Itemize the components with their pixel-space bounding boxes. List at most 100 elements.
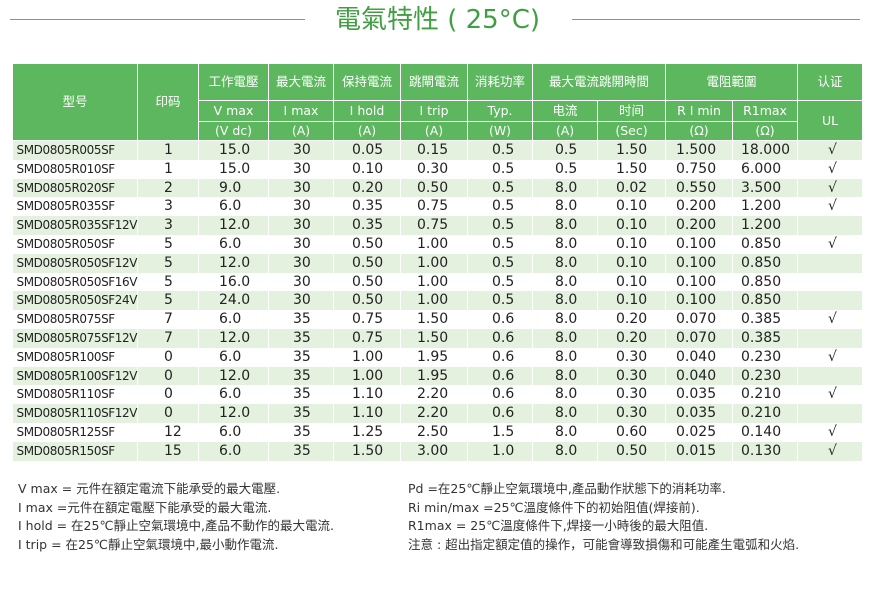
data-cell: 1.95 [400,366,468,386]
data-cell: 0.10 [597,291,667,311]
data-cell: 8.0 [532,234,598,254]
data-cell: 12.0 [198,366,269,386]
spec-table: 型号 印码 工作電壓 最大電流 保持電流 跳閘電流 消耗功率 最大電流跳開時間 … [12,63,864,461]
data-cell: 1.95 [400,347,468,367]
data-cell: 0.550 [665,178,734,198]
data-cell: 0.025 [665,422,734,442]
data-cell: 6.0 [198,441,269,461]
data-cell: 8.0 [532,328,598,348]
data-cell: 1.50 [333,441,401,461]
table-header: 型号 印码 工作電壓 最大電流 保持電流 跳閘電流 消耗功率 最大電流跳開時間 … [12,63,864,141]
data-cell: 0.6 [467,328,533,348]
header-cell: (Sec) [596,121,667,141]
table-row: SMD0805R050SF16V 5 16.0 30 0.50 1.00 0.5 8.0 0.1… [12,272,864,292]
notes: V max = 元件在額定電流下能承受的最大電壓. I max =元件在額定電壓下… [18,478,334,553]
header-cell: I max [268,100,334,122]
data-cell: 0.210 [732,404,799,423]
data-cell: √ [797,159,864,179]
data-cell: 0.200 [665,216,734,235]
title: 電氣特性 ( 25°C) [334,5,541,35]
header-cell: UL [797,100,864,141]
data-cell: 6.0 [198,385,269,405]
header-cell: (A) [532,121,598,141]
header-cell: Typ. [467,100,533,122]
data-cell: 0.30 [597,404,667,423]
data-cell: √ [797,422,864,442]
data-cell: 1.500 [665,140,734,160]
data-cell: 8.0 [532,216,598,235]
data-cell: 3 [137,216,199,235]
table-body: SMD0805R005SF 1 15.0 30 0.05 0.15 0.5 0.5 1.50 1.… [12,140,864,461]
table-row: SMD0805R075SF 7 6.0 35 0.75 1.50 0.6 8.0 0.20 0.0… [12,310,864,329]
note: I trip = 在25℃靜止空氣環境中,最小動作電流. [18,537,279,553]
data-cell: 0.30 [597,366,667,386]
data-cell: 6.0 [198,347,269,367]
data-cell: 0.385 [732,310,799,329]
data-cell: 2.50 [400,422,468,442]
data-cell: 9.0 [198,178,269,198]
data-cell: 8.0 [532,253,598,273]
header-cell: 電阻範圍 [665,63,799,101]
data-cell: 0.5 [467,253,533,273]
model-cell: SMD0805R075SF [12,310,138,329]
data-cell: 1.10 [333,385,401,405]
data-cell: 0.035 [665,385,734,405]
header-cell: 消耗功率 [467,63,533,101]
data-cell: 8.0 [532,272,598,292]
data-cell: 1.50 [597,140,667,160]
header-cell: (A) [268,121,334,141]
data-cell: 0.50 [597,441,667,461]
data-cell: 0.50 [333,234,401,254]
data-cell [797,272,864,292]
data-cell: 6.0 [198,422,269,442]
data-cell: 0.20 [597,328,667,348]
notes: Pd =在25℃靜止空氣環境中,產品動作狀態下的消耗功率. Ri min/max … [408,478,799,553]
data-cell: 0.040 [665,366,734,386]
data-cell: 12.0 [198,404,269,423]
data-cell: 0.070 [665,328,734,348]
data-cell: 12 [137,422,199,442]
data-cell: 3.500 [732,178,799,198]
data-cell [797,328,864,348]
data-cell: 35 [268,310,334,329]
header-cell: 时间 [596,100,667,122]
data-cell: 0.035 [665,404,734,423]
data-cell: 12.0 [198,253,269,273]
data-cell: √ [797,441,864,461]
data-cell [797,216,864,235]
data-cell: 0.385 [732,328,799,348]
model-cell: SMD0805R110SF [12,385,138,405]
data-cell: 3 [137,197,199,217]
data-cell: 0.015 [665,441,734,461]
header-cell: (Ω) [732,121,799,141]
data-cell: 0.05 [333,140,401,160]
data-cell [797,404,864,423]
table-row: SMD0805R050SF 5 6.0 30 0.50 1.00 0.5 8.0 0.10 0.1… [12,234,864,254]
data-cell [797,253,864,273]
data-cell: 12.0 [198,328,269,348]
data-cell: √ [797,234,864,254]
model-cell: SMD0805R020SF [12,178,138,198]
model-cell: SMD0805R050SF [12,234,138,254]
data-cell: 0.75 [400,197,468,217]
data-cell: 0.60 [597,422,667,442]
data-cell: 1.0 [467,441,533,461]
data-cell: 0.35 [333,216,401,235]
data-cell: 0.5 [467,178,533,198]
data-cell: √ [797,347,864,367]
data-cell: 30 [268,272,334,292]
table-row: SMD0805R050SF12V 5 12.0 30 0.50 1.00 0.5 8.0 0.1… [12,253,864,273]
data-cell: 24.0 [198,291,269,311]
table-row: SMD0805R100SF12V 0 12.0 35 1.00 1.95 0.6 8.0 0.3… [12,366,864,386]
data-cell: 5 [137,234,199,254]
data-cell: 1.00 [333,347,401,367]
title-rule [10,19,305,20]
data-cell: 0.6 [467,404,533,423]
note: I max =元件在額定電壓下能承受的最大電流. [18,499,272,515]
header-cell: 电流 [532,100,598,122]
data-cell: 0 [137,404,199,423]
data-cell: 16.0 [198,272,269,292]
data-cell: 0.5 [467,197,533,217]
data-cell: 0.50 [333,291,401,311]
